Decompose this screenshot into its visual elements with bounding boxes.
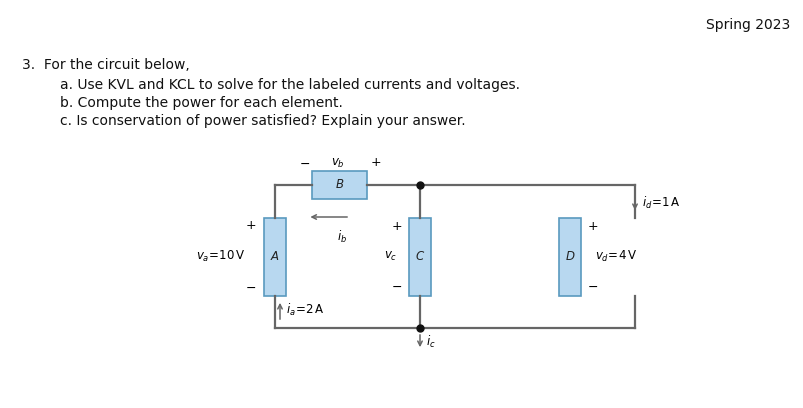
- Text: $i_b$: $i_b$: [336, 229, 347, 245]
- Text: $v_b$: $v_b$: [331, 156, 344, 170]
- Text: $+$: $+$: [390, 220, 402, 233]
- Text: $-$: $-$: [586, 280, 597, 293]
- Text: 3.  For the circuit below,: 3. For the circuit below,: [22, 58, 190, 72]
- Text: Spring 2023: Spring 2023: [705, 18, 789, 32]
- Text: $-$: $-$: [390, 280, 402, 293]
- Bar: [312, 171, 367, 199]
- Text: $i_c$: $i_c$: [426, 334, 435, 350]
- Text: $+$: $+$: [586, 220, 597, 233]
- Text: $+$: $+$: [244, 219, 255, 232]
- Text: a. Use KVL and KCL to solve for the labeled currents and voltages.: a. Use KVL and KCL to solve for the labe…: [60, 78, 520, 92]
- Text: $i_d\!=\!1\,\mathrm{A}$: $i_d\!=\!1\,\mathrm{A}$: [642, 195, 680, 211]
- Bar: [409, 217, 430, 295]
- Text: c. Is conservation of power satisfied? Explain your answer.: c. Is conservation of power satisfied? E…: [60, 114, 465, 128]
- Text: $A$: $A$: [270, 250, 279, 263]
- Text: $C$: $C$: [414, 250, 425, 263]
- Bar: [558, 217, 581, 295]
- Text: $v_c$: $v_c$: [383, 250, 397, 263]
- Text: $-$: $-$: [299, 157, 310, 169]
- Text: b. Compute the power for each element.: b. Compute the power for each element.: [60, 96, 342, 110]
- Text: $B$: $B$: [335, 179, 344, 191]
- Text: $v_d\!=\!4\,\mathrm{V}$: $v_d\!=\!4\,\mathrm{V}$: [594, 249, 637, 264]
- Bar: [263, 217, 286, 295]
- Text: $i_a\!=\!2\,\mathrm{A}$: $i_a\!=\!2\,\mathrm{A}$: [286, 302, 324, 318]
- Text: $D$: $D$: [564, 250, 574, 263]
- Text: $-$: $-$: [245, 281, 255, 294]
- Text: $+$: $+$: [369, 157, 381, 169]
- Text: $v_a\!=\!10\,\mathrm{V}$: $v_a\!=\!10\,\mathrm{V}$: [196, 249, 246, 264]
